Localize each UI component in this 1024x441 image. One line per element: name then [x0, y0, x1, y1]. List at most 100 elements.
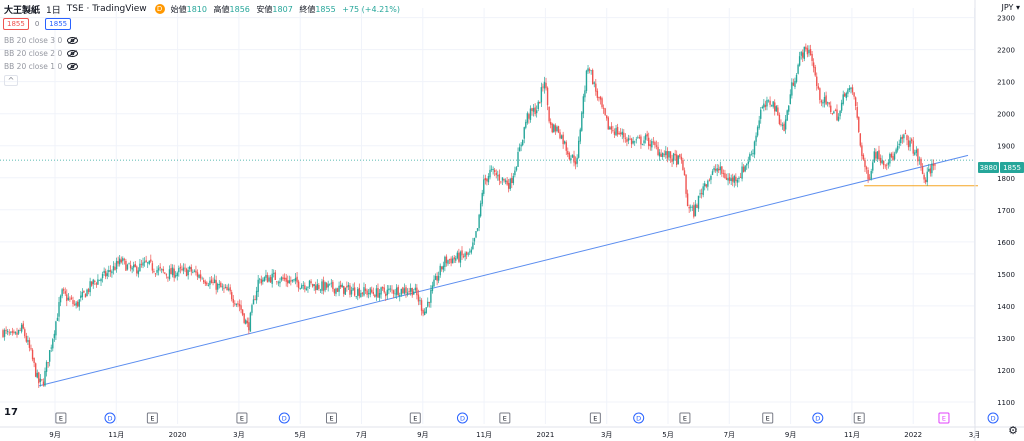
candle-body [461, 250, 463, 256]
candle-body [257, 279, 259, 292]
buy-button[interactable]: 1855 [45, 18, 72, 30]
candle-body [336, 288, 339, 292]
indicator-bb-1[interactable]: BB 20 close 1 0 [4, 62, 79, 71]
candle-body [928, 168, 930, 172]
candle-body [447, 260, 449, 264]
candle-body [696, 204, 698, 208]
candle-body [643, 140, 645, 144]
timeframe-label[interactable]: 1日 [46, 5, 61, 16]
candle-body [752, 153, 754, 154]
candle-body [840, 102, 843, 111]
dividend-marker: D [812, 412, 824, 424]
candle-body [739, 176, 742, 178]
candle-body [184, 267, 186, 269]
candle-body [287, 280, 289, 284]
candle-body [896, 145, 899, 151]
candle-body [456, 252, 459, 259]
candle-body [131, 267, 133, 270]
candle-body [13, 331, 15, 333]
candle-body [450, 258, 452, 264]
candle-body [175, 275, 177, 277]
candle-body [593, 82, 595, 84]
collapse-legend-button[interactable]: ^ [4, 75, 18, 86]
grid-lines [0, 8, 975, 424]
candle-body [132, 264, 135, 268]
candle-body [767, 100, 770, 102]
marker-label: E [683, 415, 687, 423]
candle-body [69, 298, 71, 300]
gear-icon[interactable]: ⚙ [1008, 424, 1018, 437]
candle-body [579, 129, 581, 142]
candle-body [682, 159, 684, 170]
y-tick-label: 1700 [997, 207, 1015, 215]
hidden-eye-icon[interactable] [67, 37, 79, 44]
candle-body [621, 131, 623, 135]
candle-body [189, 266, 191, 270]
candle-body [232, 298, 234, 303]
candle-body [735, 176, 737, 182]
candle-body [884, 165, 886, 167]
indicator-bb-2[interactable]: BB 20 close 2 0 [4, 49, 79, 58]
candle-body [428, 302, 431, 303]
candle-body [139, 263, 141, 272]
candle-body [792, 82, 795, 86]
candle-body [559, 132, 561, 139]
candle-body [10, 331, 12, 333]
candle-body [260, 279, 262, 284]
candle-body [892, 156, 894, 161]
candle-body [598, 96, 600, 98]
earnings-icon [762, 412, 774, 424]
dividend-icon [104, 412, 116, 424]
marker-label: E [766, 415, 770, 423]
candle-body [27, 340, 29, 342]
candle-body [758, 120, 760, 128]
candle-body [492, 169, 494, 171]
candle-body [932, 164, 935, 166]
candle-body [207, 285, 210, 286]
candle-body [674, 154, 676, 156]
candle-body [263, 277, 266, 281]
candle-body [417, 294, 420, 302]
indicator-bb-3[interactable]: BB 20 close 3 0 [4, 36, 79, 45]
symbol-name[interactable]: 大王製紙 [4, 5, 41, 16]
candle-body [861, 145, 863, 156]
candle-body [836, 109, 838, 121]
hidden-eye-icon[interactable] [67, 63, 79, 70]
candle-body [112, 266, 115, 271]
candle-body [159, 266, 161, 269]
sell-button[interactable]: 1855 [3, 18, 29, 30]
candle-body [646, 133, 648, 137]
candle-body [724, 173, 726, 179]
currency-selector[interactable]: JPY ▾ [1001, 3, 1020, 12]
candle-body [732, 177, 734, 182]
candle-body [322, 280, 325, 291]
candle-body [304, 285, 306, 290]
marker-label: E [942, 415, 946, 423]
hidden-eye-icon[interactable] [67, 50, 79, 57]
candle-body [392, 290, 395, 294]
candle-body [220, 282, 222, 288]
candle-body [755, 135, 757, 142]
candle-body [137, 270, 140, 275]
candle-body [688, 207, 690, 209]
candle-body [721, 166, 723, 174]
candle-body [713, 167, 715, 171]
candle-body [414, 287, 417, 291]
candle-body [459, 251, 462, 263]
candle-body [582, 96, 585, 114]
candle-body [223, 287, 225, 289]
candle-body [588, 69, 591, 71]
marker-label: E [593, 415, 597, 423]
candle-body [520, 144, 522, 147]
candle-body [634, 141, 636, 143]
candle-body [397, 286, 399, 296]
candle-body [722, 173, 725, 175]
candle-body [156, 270, 158, 273]
candle-body [915, 149, 918, 153]
candle-body [788, 105, 790, 112]
candle-body [708, 179, 711, 181]
candle-body [224, 287, 227, 288]
candle-body [182, 267, 185, 271]
marker-label: E [59, 415, 63, 423]
